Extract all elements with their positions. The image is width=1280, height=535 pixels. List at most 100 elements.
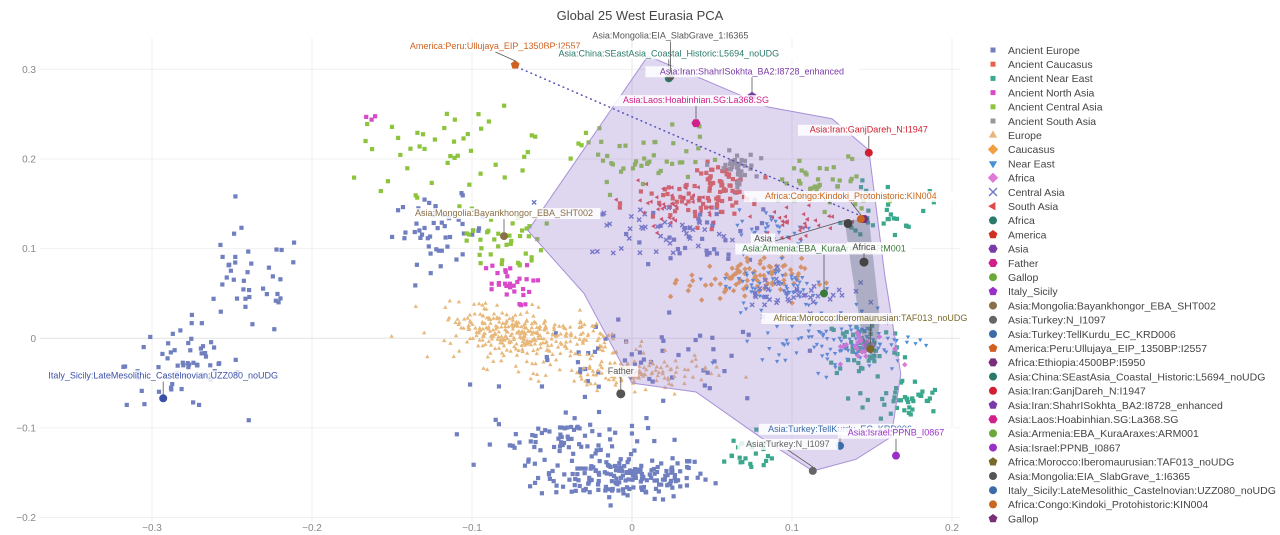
legend-item[interactable]: Africa [989,215,1035,227]
sample-point [502,103,507,108]
sample-point [528,342,534,347]
legend-item[interactable]: America:Peru:Ullujaya_EIP_1350BP:I2557 [988,343,1208,355]
legend-item[interactable]: Asia:Turkey:TellKurdu_EC_KRD006 [989,329,1176,341]
sample-point [806,226,811,231]
sample-point [217,361,222,366]
legend-item[interactable]: Ancient Near East [990,73,1093,85]
legend-item[interactable]: Ancient South Asia [990,116,1097,128]
sample-point [439,220,444,225]
sample-point [618,245,624,252]
sample-point [565,434,570,439]
sample-point [613,430,618,435]
legend-item[interactable]: Gallop [989,272,1039,284]
sample-point [784,220,789,225]
legend-item[interactable]: Italy_Sicily:LateMesolithic_Castelnovian… [989,485,1276,497]
sample-point [740,279,745,284]
legend-item[interactable]: Europe [988,130,1042,142]
sample-point [597,126,602,131]
sample-point [692,183,697,189]
sample-point [767,264,774,270]
legend-item[interactable]: Ancient North Asia [990,87,1095,99]
sample-point [474,330,479,334]
sample-point [740,219,745,224]
sample-point [545,343,550,348]
annotation-background [579,30,762,42]
sample-point [250,322,255,327]
sample-point [705,177,710,182]
sample-point [784,181,789,186]
legend-item[interactable]: Asia [988,244,1029,256]
sample-point [579,376,584,381]
legend-item[interactable]: Near East [988,158,1055,170]
legend-item[interactable]: Italy_Sicily [988,286,1059,298]
legend-item[interactable]: Asia:Mongolia:EIA_SlabGrave_1:I6365 [989,471,1190,483]
legend-item[interactable]: Central Asia [988,187,1065,199]
sample-point [597,432,602,437]
sample-point [776,353,782,358]
sample-point [735,180,740,186]
legend-item[interactable]: South Asia [988,201,1058,213]
legend-item[interactable]: Asia:Iran:ShahrISokhta_BA2:I8728_enhance… [988,400,1223,412]
legend-item[interactable]: Africa:Congo:Kindoki_Protohistoric:KIN00… [989,499,1208,511]
sample-point [668,481,673,486]
sample-point [616,317,621,322]
sample-point [464,238,469,243]
sample-point [517,276,522,281]
legend-item[interactable]: America [988,229,1047,241]
legend-item[interactable]: Gallop [988,513,1039,525]
legend-item[interactable]: Asia:Iran:GanjDareh_N:I1947 [989,386,1146,398]
sample-point [141,344,146,350]
sample-point [585,379,590,384]
sample-point [627,468,633,473]
legend[interactable]: Ancient Europe Ancient Caucasus Ancient Ne… [987,45,1276,526]
legend-item[interactable]: Asia:Armenia:EBA_KuraAraxes:ARM001 [989,428,1199,440]
sample-point [846,357,851,363]
sample-point [784,287,790,291]
sample-point [618,475,623,480]
sample-point [651,224,655,229]
sample-point [631,375,636,380]
sample-point [508,333,513,337]
legend-item[interactable]: Ancient Europe [990,45,1080,57]
sample-point [705,195,710,201]
legend-item[interactable]: Asia:Mongolia:Bayankhongor_EBA_SHT002 [989,300,1216,312]
legend-item[interactable]: Asia:Laos:Hoabinhian.SG:La368.SG [988,414,1178,426]
legend-item[interactable]: Africa [987,172,1035,185]
sample-point [921,208,926,214]
legend-item[interactable]: Ancient Central Asia [990,102,1103,114]
legend-item[interactable]: Asia:Israel:PPNB_I0867 [989,442,1121,454]
sample-point [783,358,788,363]
sample-point [662,359,667,364]
sample-point [655,207,660,212]
sample-point [530,337,536,342]
sample-point [645,425,651,431]
sample-point [833,365,838,370]
sample-point [602,470,607,475]
sample-point [675,246,681,252]
legend-item[interactable]: Asia:Turkey:N_I1097 [989,315,1106,327]
sample-point [499,261,504,267]
sample-point [607,192,613,197]
legend-item[interactable]: Ancient Caucasus [990,59,1093,71]
sample-point [765,224,771,229]
annotation-label: Asia:Iran:GanjDareh_N:I1947 [810,125,928,135]
sample-point [727,162,733,167]
sample-point [468,148,474,153]
sample-point [741,301,746,306]
sample-point [632,362,638,367]
sample-point [682,381,687,386]
sample-point [422,197,427,202]
sample-point [742,266,748,272]
legend-item[interactable]: Africa:Morocco:Iberomaurusian:TAF013_noU… [988,457,1235,469]
sample-point [710,361,715,365]
sample-point [480,334,486,338]
legend-item[interactable]: Caucasus [987,144,1055,156]
sample-point [427,234,433,239]
legend-item[interactable]: Father [988,258,1039,270]
legend-item[interactable]: Africa:Ethiopia:4500BP:I5950 [988,357,1145,369]
sample-point [651,466,657,472]
sample-point [570,471,575,477]
legend-item[interactable]: Asia:China:SEastAsia_Coastal_Historic:L5… [989,371,1265,383]
sample-point [646,261,651,267]
